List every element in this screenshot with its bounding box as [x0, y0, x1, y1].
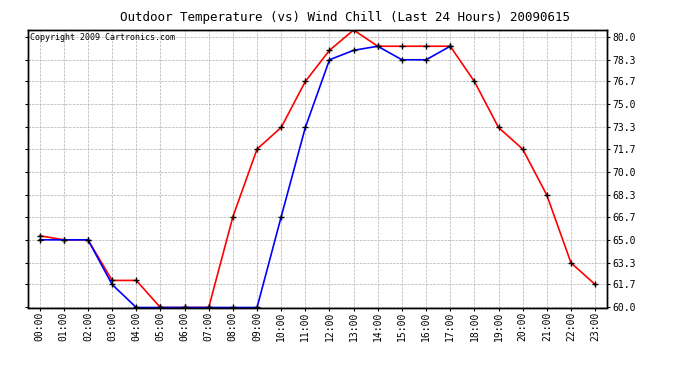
Text: Copyright 2009 Cartronics.com: Copyright 2009 Cartronics.com	[30, 33, 175, 42]
Text: Outdoor Temperature (vs) Wind Chill (Last 24 Hours) 20090615: Outdoor Temperature (vs) Wind Chill (Las…	[120, 11, 570, 24]
